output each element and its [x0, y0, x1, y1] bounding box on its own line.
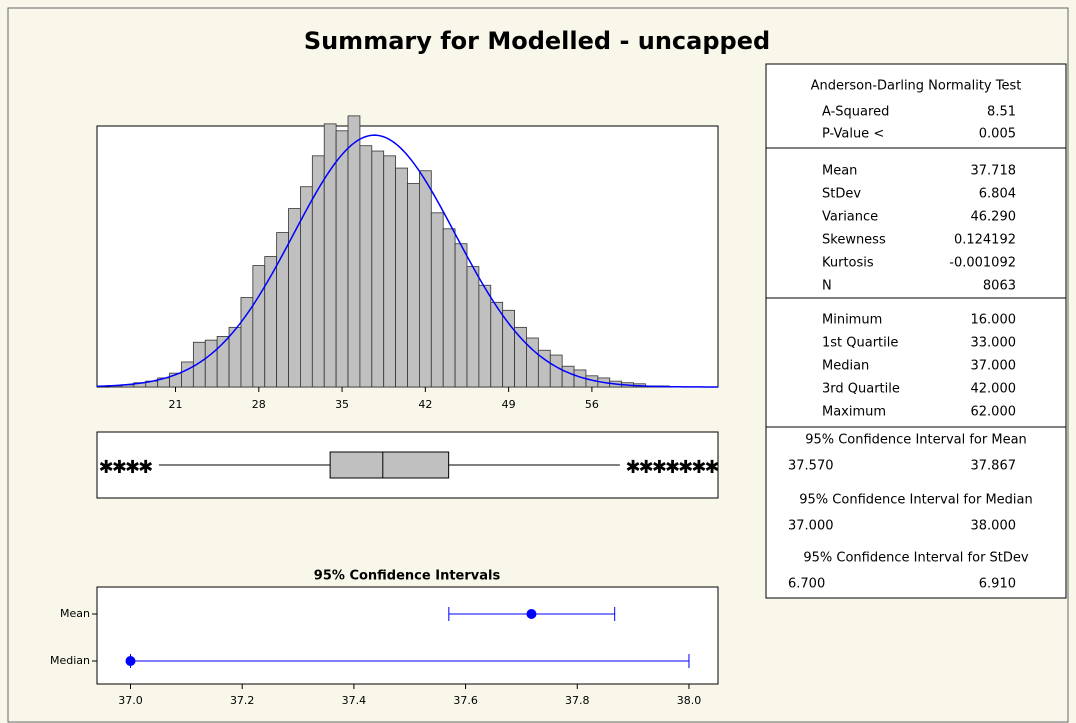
outlier: ✱ [626, 457, 641, 478]
stat-value: 6.804 [979, 187, 1016, 202]
x-tick-label: 28 [252, 398, 266, 411]
stat-label: Median [822, 359, 869, 374]
interval-low: 6.700 [788, 577, 825, 592]
normal-fit-curve [96, 134, 718, 388]
stat-value: 0.005 [979, 127, 1016, 142]
histogram-bar [514, 326, 527, 388]
summary-title: Summary for Modelled - uncapped [304, 27, 770, 55]
outlier: ✱ [705, 457, 720, 478]
stat-value: -0.001092 [949, 256, 1016, 271]
interval-heading: 95% Confidence Interval for Mean [805, 433, 1027, 448]
outlier: ✱ [678, 457, 693, 478]
interval-frame [96, 586, 719, 685]
histogram-bar [549, 354, 563, 388]
stat-value: 0.124192 [954, 233, 1016, 248]
histogram-bar [561, 365, 575, 388]
outlier: ✱ [665, 457, 680, 478]
histogram-bar [466, 266, 480, 388]
outlier: ✱ [138, 457, 153, 478]
stat-label: Maximum [822, 405, 886, 420]
histogram-bar [442, 228, 456, 388]
histogram-bar [430, 212, 444, 388]
x-tick-label: 38.0 [677, 694, 702, 707]
histogram-bar [181, 361, 194, 388]
x-tick-label: 37.4 [342, 694, 367, 707]
histogram-bar [478, 284, 492, 388]
histogram-bar [383, 155, 397, 388]
stat-label: 3rd Quartile [822, 382, 900, 397]
interval-heading: 95% Confidence Interval for Median [799, 493, 1032, 508]
x-tick-label: 56 [585, 398, 599, 411]
interval-low: 37.570 [788, 459, 834, 474]
interval-heading: 95% Confidence Interval for StDev [803, 551, 1029, 566]
y-tick-label: Mean [60, 607, 90, 620]
stats-table [765, 63, 1067, 599]
histogram-bar [228, 326, 242, 388]
x-tick-label: 37.8 [565, 694, 590, 707]
stat-label: 1st Quartile [822, 336, 898, 351]
x-tick-label: 37.2 [230, 694, 255, 707]
histogram-bar [454, 243, 468, 388]
y-tick-label: Median [50, 654, 90, 667]
stat-value: 16.000 [971, 313, 1017, 328]
stat-value: 8.51 [987, 105, 1016, 120]
histogram-bar [490, 301, 504, 388]
stat-value: 8063 [983, 279, 1016, 294]
histogram-bar [371, 150, 385, 388]
box [329, 451, 450, 479]
stat-value: 33.000 [971, 336, 1017, 351]
x-tick-label: 35 [335, 398, 349, 411]
stat-label: P-Value < [822, 127, 884, 142]
interval-point [526, 609, 537, 619]
stat-value: 37.718 [971, 164, 1017, 179]
interval-point [125, 656, 136, 666]
interval-title: 95% Confidence Intervals [314, 569, 501, 584]
histogram-bar [288, 208, 301, 388]
histogram-bar [335, 130, 349, 388]
interval-low: 37.000 [788, 519, 834, 534]
table-heading: Anderson-Darling Normality Test [811, 79, 1022, 94]
histogram-bar [204, 339, 218, 388]
outlier: ✱ [639, 457, 654, 478]
interval-high: 6.910 [979, 577, 1016, 592]
stat-label: Minimum [822, 313, 882, 328]
interval-high: 38.000 [971, 519, 1017, 534]
histogram-bar [502, 309, 515, 388]
histogram-bar [240, 297, 254, 388]
stat-label: Mean [822, 164, 857, 179]
histogram-bar [347, 115, 361, 388]
stat-label: Skewness [822, 233, 886, 248]
histogram-bar [252, 265, 266, 388]
histogram-bar [359, 145, 373, 388]
outlier: ✱ [691, 457, 706, 478]
histogram-bar [418, 170, 432, 388]
stat-label: A-Squared [822, 105, 889, 120]
x-tick-label: 42 [418, 398, 432, 411]
stat-label: StDev [822, 187, 861, 202]
x-tick-label: 37.6 [453, 694, 478, 707]
stat-value: 62.000 [971, 405, 1017, 420]
stat-label: Variance [822, 210, 878, 225]
x-tick-label: 37.0 [118, 694, 143, 707]
outlier: ✱ [652, 457, 667, 478]
stat-value: 37.000 [971, 359, 1017, 374]
outlier: ✱ [99, 457, 114, 478]
outlier: ✱ [125, 457, 140, 478]
stat-value: 42.000 [971, 382, 1017, 397]
histogram-bar [395, 167, 408, 388]
stat-value: 46.290 [971, 210, 1017, 225]
histogram-bar [311, 155, 325, 388]
stat-label: N [822, 279, 832, 294]
interval-high: 37.867 [971, 459, 1017, 474]
x-tick-label: 21 [169, 398, 183, 411]
histogram-bar [407, 183, 420, 388]
stat-label: Kurtosis [822, 256, 874, 271]
x-tick-label: 49 [502, 398, 516, 411]
outlier: ✱ [112, 457, 127, 478]
